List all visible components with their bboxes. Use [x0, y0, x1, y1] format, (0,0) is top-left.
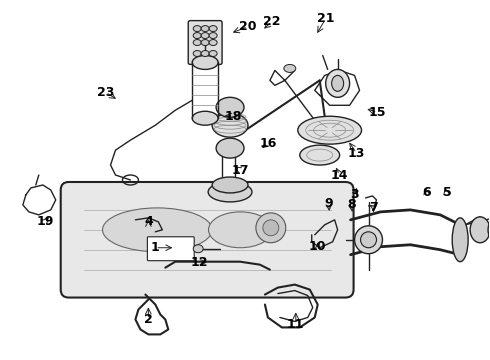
FancyBboxPatch shape — [147, 237, 194, 261]
Ellipse shape — [216, 97, 244, 117]
Ellipse shape — [193, 50, 201, 57]
Text: 9: 9 — [324, 197, 333, 210]
Text: 1: 1 — [151, 241, 160, 254]
Ellipse shape — [193, 26, 201, 32]
Text: 10: 10 — [309, 240, 326, 253]
Ellipse shape — [193, 245, 203, 253]
Ellipse shape — [209, 50, 217, 57]
Ellipse shape — [326, 69, 349, 97]
Ellipse shape — [209, 40, 217, 45]
Text: 12: 12 — [191, 256, 208, 269]
Text: 4: 4 — [144, 215, 153, 228]
Circle shape — [256, 213, 286, 243]
Ellipse shape — [488, 217, 490, 243]
Text: 11: 11 — [287, 318, 305, 331]
Text: 15: 15 — [369, 106, 386, 119]
Text: 8: 8 — [347, 198, 356, 211]
Circle shape — [355, 226, 383, 254]
Text: 14: 14 — [331, 168, 348, 181]
Ellipse shape — [332, 75, 343, 91]
Ellipse shape — [470, 217, 490, 243]
Circle shape — [361, 232, 376, 248]
Ellipse shape — [193, 32, 201, 39]
Text: 17: 17 — [231, 163, 249, 176]
FancyBboxPatch shape — [188, 21, 222, 64]
Ellipse shape — [208, 182, 252, 202]
Text: 3: 3 — [350, 188, 359, 202]
Ellipse shape — [209, 32, 217, 39]
Ellipse shape — [452, 218, 468, 262]
Ellipse shape — [192, 55, 218, 69]
Text: 21: 21 — [317, 12, 335, 25]
Ellipse shape — [284, 64, 296, 72]
Text: 19: 19 — [36, 215, 53, 228]
Ellipse shape — [216, 138, 244, 158]
Ellipse shape — [201, 26, 209, 32]
Text: 23: 23 — [97, 86, 114, 99]
Text: 6: 6 — [422, 186, 431, 199]
Ellipse shape — [212, 113, 248, 137]
Text: 20: 20 — [239, 20, 257, 33]
Ellipse shape — [201, 32, 209, 39]
Text: 13: 13 — [348, 147, 365, 159]
Ellipse shape — [201, 50, 209, 57]
Ellipse shape — [212, 177, 248, 193]
Ellipse shape — [201, 40, 209, 45]
Ellipse shape — [209, 26, 217, 32]
Ellipse shape — [102, 208, 212, 252]
Circle shape — [263, 220, 279, 236]
Text: 2: 2 — [144, 313, 153, 326]
Ellipse shape — [193, 40, 201, 45]
Ellipse shape — [192, 111, 218, 125]
Ellipse shape — [300, 145, 340, 165]
FancyBboxPatch shape — [61, 182, 354, 298]
Ellipse shape — [298, 116, 362, 144]
Ellipse shape — [209, 212, 272, 248]
Text: 5: 5 — [443, 186, 452, 199]
Text: 18: 18 — [224, 110, 242, 123]
Text: 16: 16 — [259, 137, 276, 150]
Text: 7: 7 — [369, 201, 378, 215]
Text: 22: 22 — [263, 15, 281, 28]
